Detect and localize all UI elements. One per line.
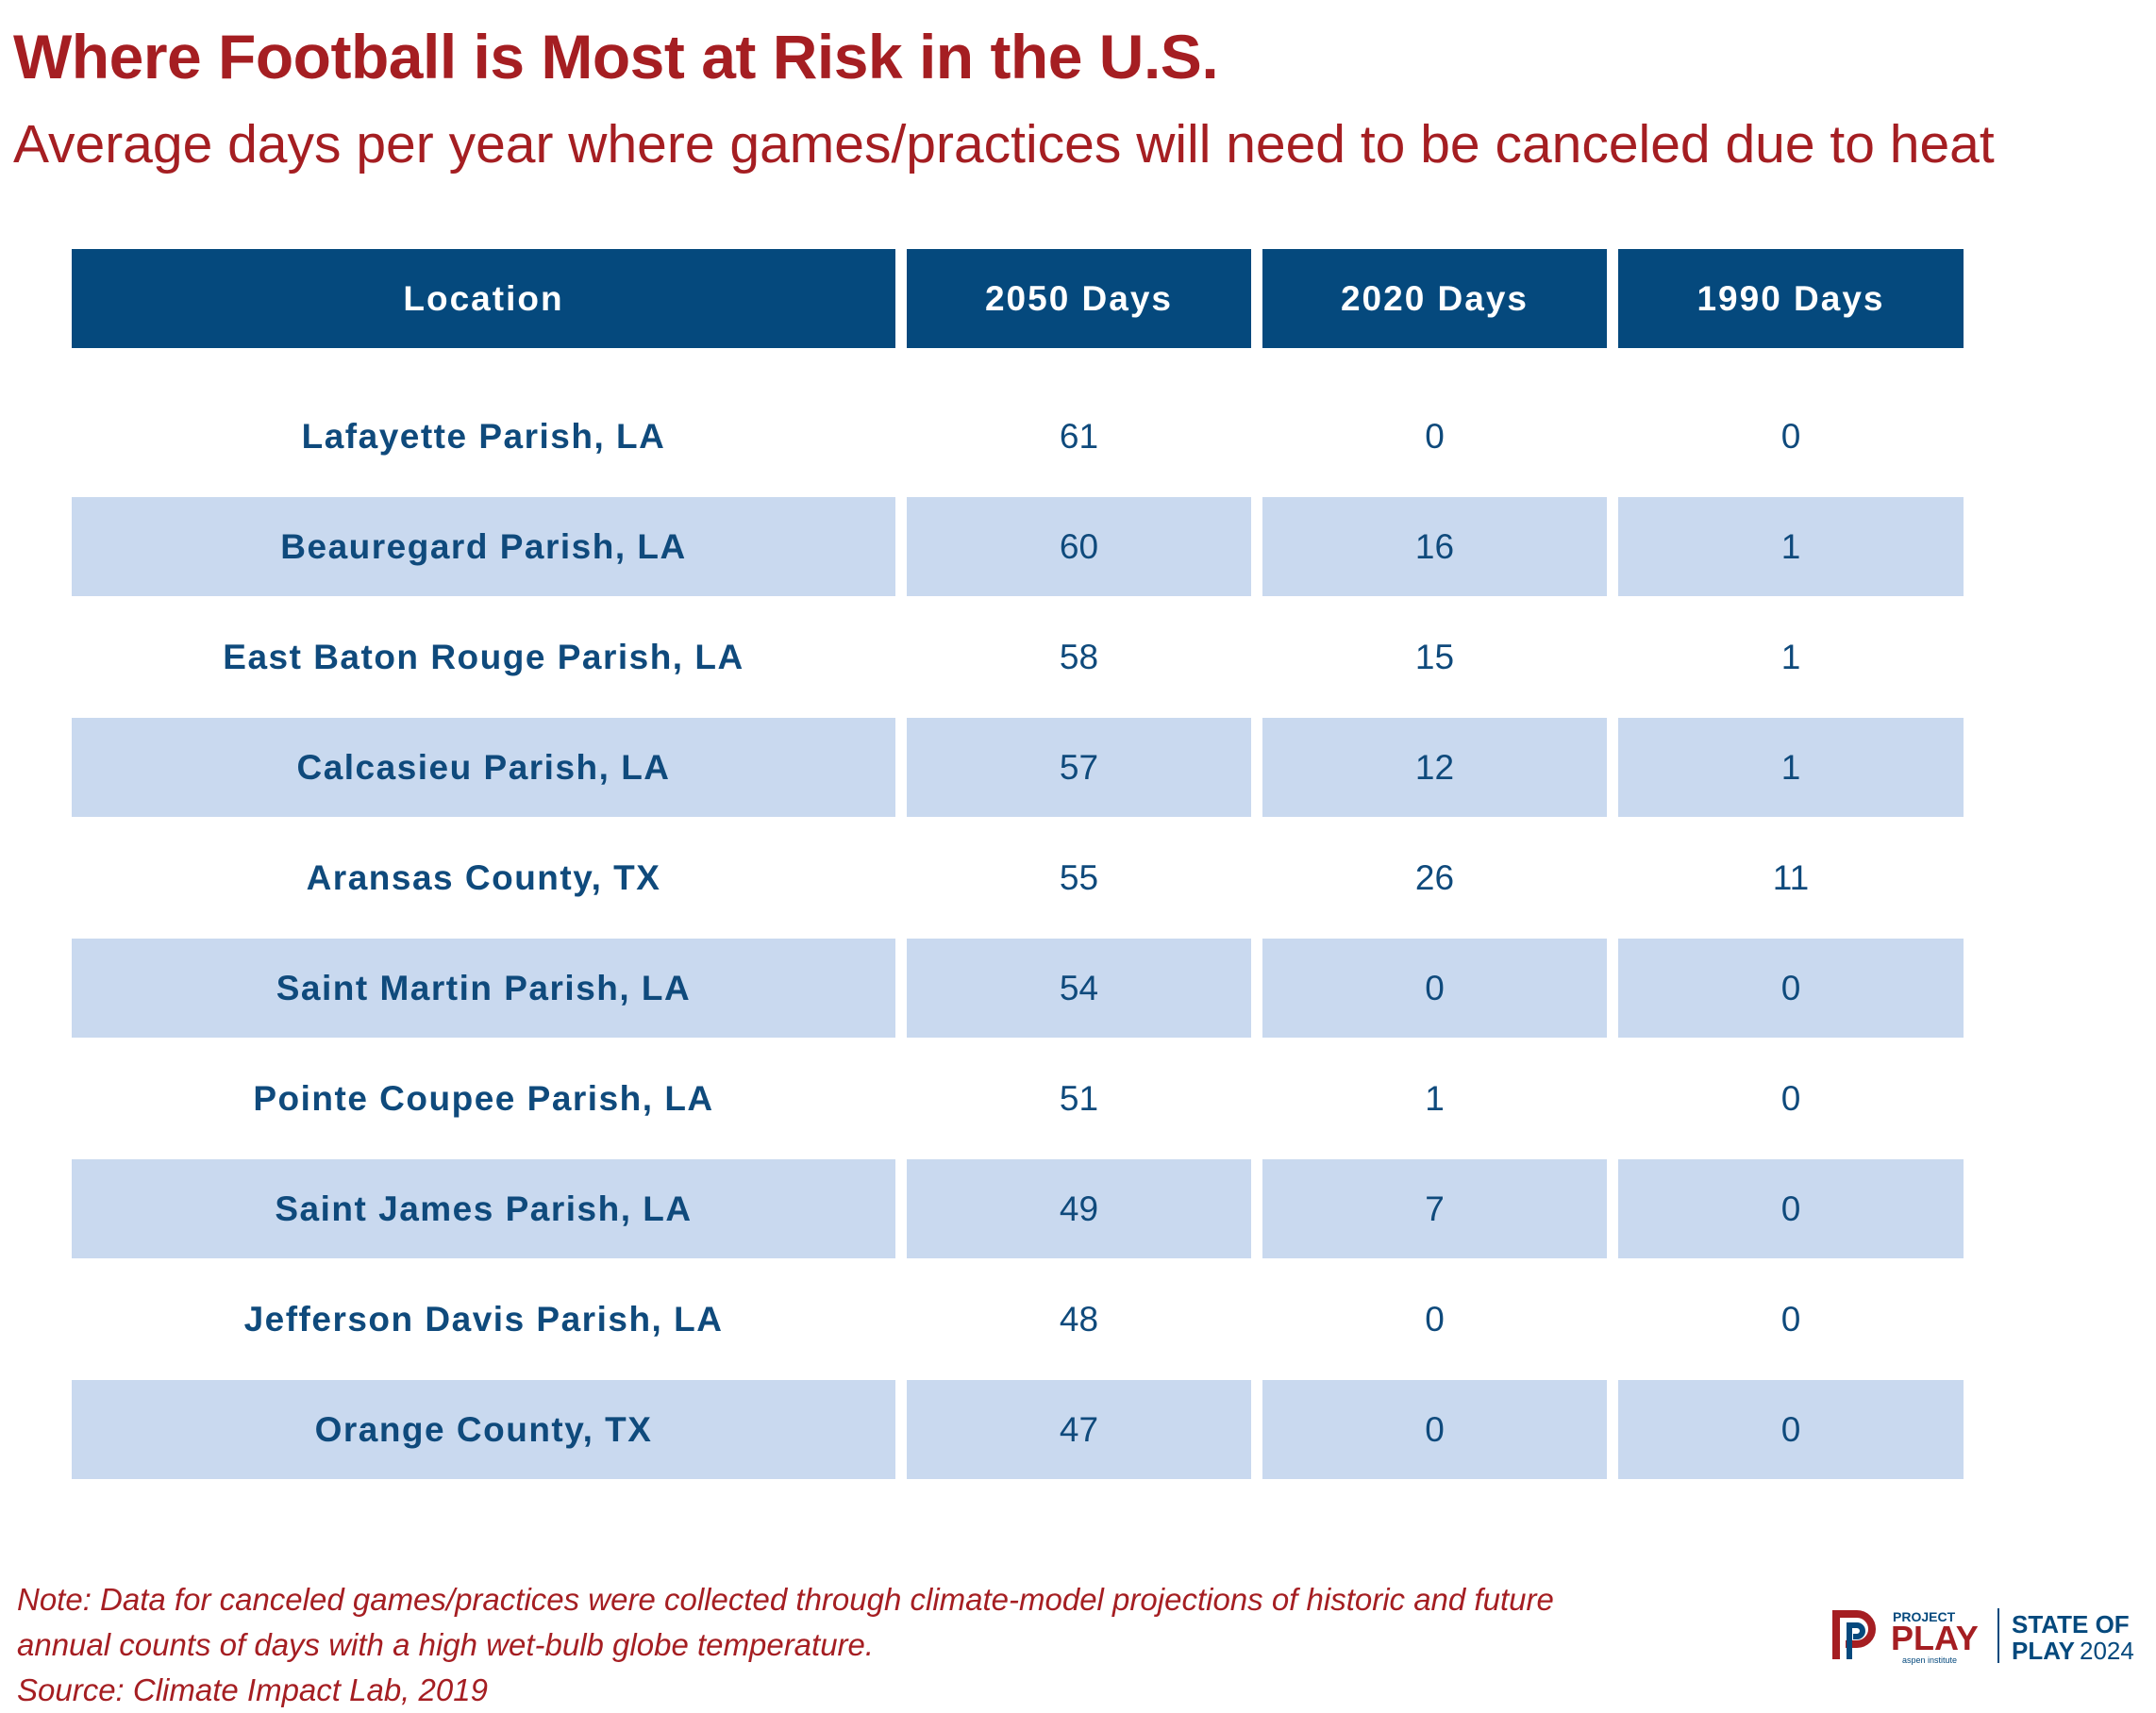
column-header-1990: 1990 Days xyxy=(1618,249,1964,348)
chart-title: Where Football is Most at Risk in the U.… xyxy=(13,22,1219,91)
cell-location: Saint James Parish, LA xyxy=(72,1159,895,1258)
table-row: Lafayette Parish, LA 61 0 0 xyxy=(72,387,1964,486)
cell-days-2050: 60 xyxy=(907,497,1251,596)
project-play-logo: PROJECT PLAY aspen institute STATE OF PL… xyxy=(1832,1608,2134,1665)
table-row: Orange County, TX 47 0 0 xyxy=(72,1380,1964,1479)
cell-days-2050: 55 xyxy=(1059,857,1099,897)
cell-days-2050: 47 xyxy=(907,1380,1251,1479)
logo-state-of-text: STATE OF xyxy=(2012,1610,2130,1638)
cell-days-2020: 0 xyxy=(1425,1299,1445,1339)
footnote: Note: Data for canceled games/practices … xyxy=(17,1577,1554,1713)
cell-days-2020: 7 xyxy=(1262,1159,1607,1258)
cell-location: Aransas County, TX xyxy=(306,857,661,897)
cell-days-1990: 0 xyxy=(1780,1078,1801,1118)
column-header-location: Location xyxy=(72,249,895,348)
logo-project-text: PROJECT xyxy=(1893,1609,1956,1624)
cell-days-2050: 58 xyxy=(1059,637,1099,676)
table-header-row: Location 2050 Days 2020 Days 1990 Days xyxy=(72,249,1964,348)
cell-days-2050: 49 xyxy=(907,1159,1251,1258)
cell-days-1990: 0 xyxy=(1780,416,1801,456)
cell-days-2050: 54 xyxy=(907,939,1251,1038)
table-row: Saint James Parish, LA 49 7 0 xyxy=(72,1159,1964,1258)
cell-days-2020: 16 xyxy=(1262,497,1607,596)
table-row: Aransas County, TX 55 26 11 xyxy=(72,828,1964,927)
cell-days-1990: 0 xyxy=(1618,1159,1964,1258)
cell-days-2020: 0 xyxy=(1262,939,1607,1038)
logo-state-play-text: PLAY xyxy=(2012,1637,2075,1665)
table-row: Beauregard Parish, LA 60 16 1 xyxy=(72,497,1964,596)
table-row: East Baton Rouge Parish, LA 58 15 1 xyxy=(72,607,1964,707)
cell-days-1990: 1 xyxy=(1780,637,1801,676)
cell-days-2020: 0 xyxy=(1425,416,1445,456)
cell-location: Pointe Coupee Parish, LA xyxy=(253,1078,714,1118)
cell-days-1990: 0 xyxy=(1618,1380,1964,1479)
source-line: Source: Climate Impact Lab, 2019 xyxy=(17,1672,488,1707)
cell-location: Lafayette Parish, LA xyxy=(301,416,666,456)
cell-days-2050: 51 xyxy=(1059,1078,1099,1118)
note-line-1: Note: Data for canceled games/practices … xyxy=(17,1582,1554,1617)
cell-days-1990: 11 xyxy=(1772,857,1810,897)
chart-subtitle: Average days per year where games/practi… xyxy=(13,114,1995,175)
project-play-p-icon xyxy=(1832,1610,1876,1659)
table-row: Calcasieu Parish, LA 57 12 1 xyxy=(72,718,1964,817)
cell-days-2020: 12 xyxy=(1262,718,1607,817)
cell-days-2050: 57 xyxy=(907,718,1251,817)
column-header-2050: 2050 Days xyxy=(907,249,1251,348)
cell-days-2050: 48 xyxy=(1059,1299,1099,1339)
cell-days-1990: 1 xyxy=(1618,497,1964,596)
cell-days-1990: 1 xyxy=(1618,718,1964,817)
cell-days-2050: 61 xyxy=(1059,416,1099,456)
cell-location: Beauregard Parish, LA xyxy=(72,497,895,596)
cell-days-2020: 0 xyxy=(1262,1380,1607,1479)
logo-play-text: PLAY xyxy=(1891,1619,1979,1657)
logo-year-text: 2024 xyxy=(2080,1637,2134,1665)
table-row: Pointe Coupee Parish, LA 51 1 0 xyxy=(72,1049,1964,1148)
data-table: Location 2050 Days 2020 Days 1990 Days L… xyxy=(72,249,1964,1490)
cell-location: Saint Martin Parish, LA xyxy=(72,939,895,1038)
cell-location: Jefferson Davis Parish, LA xyxy=(243,1299,724,1339)
cell-location: Calcasieu Parish, LA xyxy=(72,718,895,817)
cell-location: Orange County, TX xyxy=(72,1380,895,1479)
logo-aspen-text: aspen institute xyxy=(1902,1655,1957,1665)
note-line-2: annual counts of days with a high wet-bu… xyxy=(17,1627,875,1662)
cell-days-1990: 0 xyxy=(1780,1299,1801,1339)
cell-days-2020: 1 xyxy=(1425,1078,1445,1118)
cell-days-1990: 0 xyxy=(1618,939,1964,1038)
table-row: Saint Martin Parish, LA 54 0 0 xyxy=(72,939,1964,1038)
table-row: Jefferson Davis Parish, LA 48 0 0 xyxy=(72,1270,1964,1369)
cell-days-2020: 15 xyxy=(1414,637,1455,676)
table-body: Lafayette Parish, LA 61 0 0 Beauregard Paris… xyxy=(72,387,1964,1479)
cell-location: East Baton Rouge Parish, LA xyxy=(223,637,744,676)
column-header-2020: 2020 Days xyxy=(1262,249,1607,348)
cell-days-2020: 26 xyxy=(1414,857,1455,897)
